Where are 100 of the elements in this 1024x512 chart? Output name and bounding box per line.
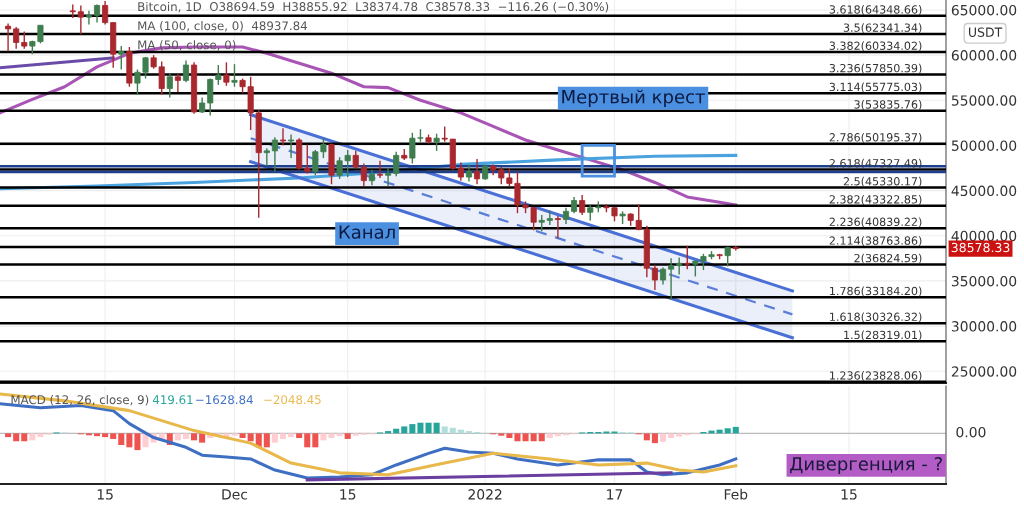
candlestick xyxy=(215,64,222,86)
annotation: Дивергенция - ? xyxy=(790,456,942,475)
candlestick xyxy=(393,151,400,177)
bar xyxy=(263,433,270,448)
bar xyxy=(5,433,12,438)
ref-line-label: 1.236(23828.06) xyxy=(830,371,922,381)
candlestick xyxy=(579,194,586,216)
candlestick xyxy=(77,4,84,36)
bar xyxy=(554,433,561,437)
bar xyxy=(320,433,327,441)
ref-line-label: 2.786(50195.37) xyxy=(829,132,922,143)
bar xyxy=(417,422,424,434)
x-tick-label: Feb xyxy=(724,488,748,500)
candlestick xyxy=(166,72,173,99)
ref-line-label: 1.786(33184.20) xyxy=(830,286,922,297)
ref-line-label: 3.114(55775.03) xyxy=(829,82,922,93)
ref-line-label: 1.618(30326.32) xyxy=(830,312,922,323)
bar xyxy=(158,433,165,439)
bar xyxy=(538,433,545,442)
bar xyxy=(546,433,553,439)
bar xyxy=(732,426,739,434)
ref-line-label: 2.5(45330.17) xyxy=(843,176,922,187)
annotation: −2048.45 xyxy=(264,395,321,405)
ref-line-label: 3.382(60334.02) xyxy=(829,41,922,52)
candlestick xyxy=(5,22,12,53)
bar xyxy=(118,433,125,445)
candlestick xyxy=(279,127,287,147)
x-tick-label: 2022 xyxy=(468,489,502,500)
candlestick xyxy=(304,143,311,175)
y-tick-label: 30000.00 xyxy=(951,321,1017,332)
bar xyxy=(352,433,359,436)
bar xyxy=(199,433,206,443)
bar xyxy=(231,433,238,436)
bar xyxy=(191,433,198,441)
annotation: MA (100, close, 0) 48937.84 xyxy=(138,21,308,32)
candlestick xyxy=(473,158,481,185)
candlestick xyxy=(288,133,295,159)
candlestick xyxy=(85,10,92,26)
bar xyxy=(522,433,529,442)
y-tick-label: 65000.00 xyxy=(951,4,1017,16)
candlestick xyxy=(651,263,658,291)
bar xyxy=(514,433,521,442)
x-tick-label: 17 xyxy=(607,489,623,500)
annotation: −1628.84 xyxy=(196,395,253,405)
text: 0.00 xyxy=(956,426,986,438)
candlestick xyxy=(465,163,473,183)
candlestick xyxy=(676,256,683,276)
bar xyxy=(401,426,408,434)
candlestick xyxy=(457,161,464,182)
bar xyxy=(126,433,133,448)
y-tick-label: 40000.00 xyxy=(951,230,1017,242)
ref-line-label: 1.5(28319.01) xyxy=(844,330,922,341)
bar xyxy=(724,428,731,434)
x-tick-label: 15 xyxy=(97,489,113,500)
bar xyxy=(676,433,683,437)
candlestick xyxy=(118,45,125,71)
ref-line-label: 3(53835.76) xyxy=(854,100,922,110)
bar xyxy=(134,433,141,451)
bar xyxy=(530,433,537,442)
bar xyxy=(433,422,440,434)
bar xyxy=(288,433,295,438)
y-tick-label: 35000.00 xyxy=(951,275,1017,287)
bar xyxy=(506,433,513,439)
bar xyxy=(13,433,20,442)
y-tick-label: 45000.00 xyxy=(951,185,1017,197)
bar xyxy=(344,433,351,439)
y-tick-label: 55000.00 xyxy=(951,95,1017,106)
bar xyxy=(651,433,658,444)
candlestick xyxy=(102,0,109,26)
bar xyxy=(110,433,117,439)
bar xyxy=(182,433,189,439)
bar xyxy=(247,433,254,442)
bar xyxy=(271,433,278,443)
annotation: Мертвый крест xyxy=(562,89,705,108)
candlestick xyxy=(13,26,20,50)
ref-line-label: 2(36824.59) xyxy=(854,253,922,264)
annotation: Bitcoin, 1D O38694.59 H38855.92 L38374.78 C38578.33 −116.26 (−0.30%) xyxy=(138,1,609,13)
y-tick-label: 60000.00 xyxy=(951,50,1017,61)
candlestick xyxy=(231,63,238,88)
candlestick xyxy=(223,61,230,87)
y-tick-label: 25000.00 xyxy=(951,366,1017,377)
bar xyxy=(441,426,448,434)
bar xyxy=(409,424,416,434)
bar xyxy=(304,433,311,448)
candlestick xyxy=(554,215,561,240)
candlestick xyxy=(385,167,392,187)
bar xyxy=(328,433,335,439)
ref-line-label: 3.5(62341.34) xyxy=(843,23,922,34)
annotation: 419.61 xyxy=(152,395,193,405)
x-tick-label: 15 xyxy=(841,489,857,500)
candlestick xyxy=(207,77,214,117)
candlestick xyxy=(182,59,190,83)
bar xyxy=(29,433,36,441)
bar xyxy=(102,433,109,438)
candlestick xyxy=(360,162,367,187)
bar xyxy=(498,433,505,436)
candlestick xyxy=(684,245,691,270)
candlestick xyxy=(376,160,384,179)
annotation: Канал xyxy=(339,225,395,239)
text: USDT xyxy=(969,27,1003,37)
